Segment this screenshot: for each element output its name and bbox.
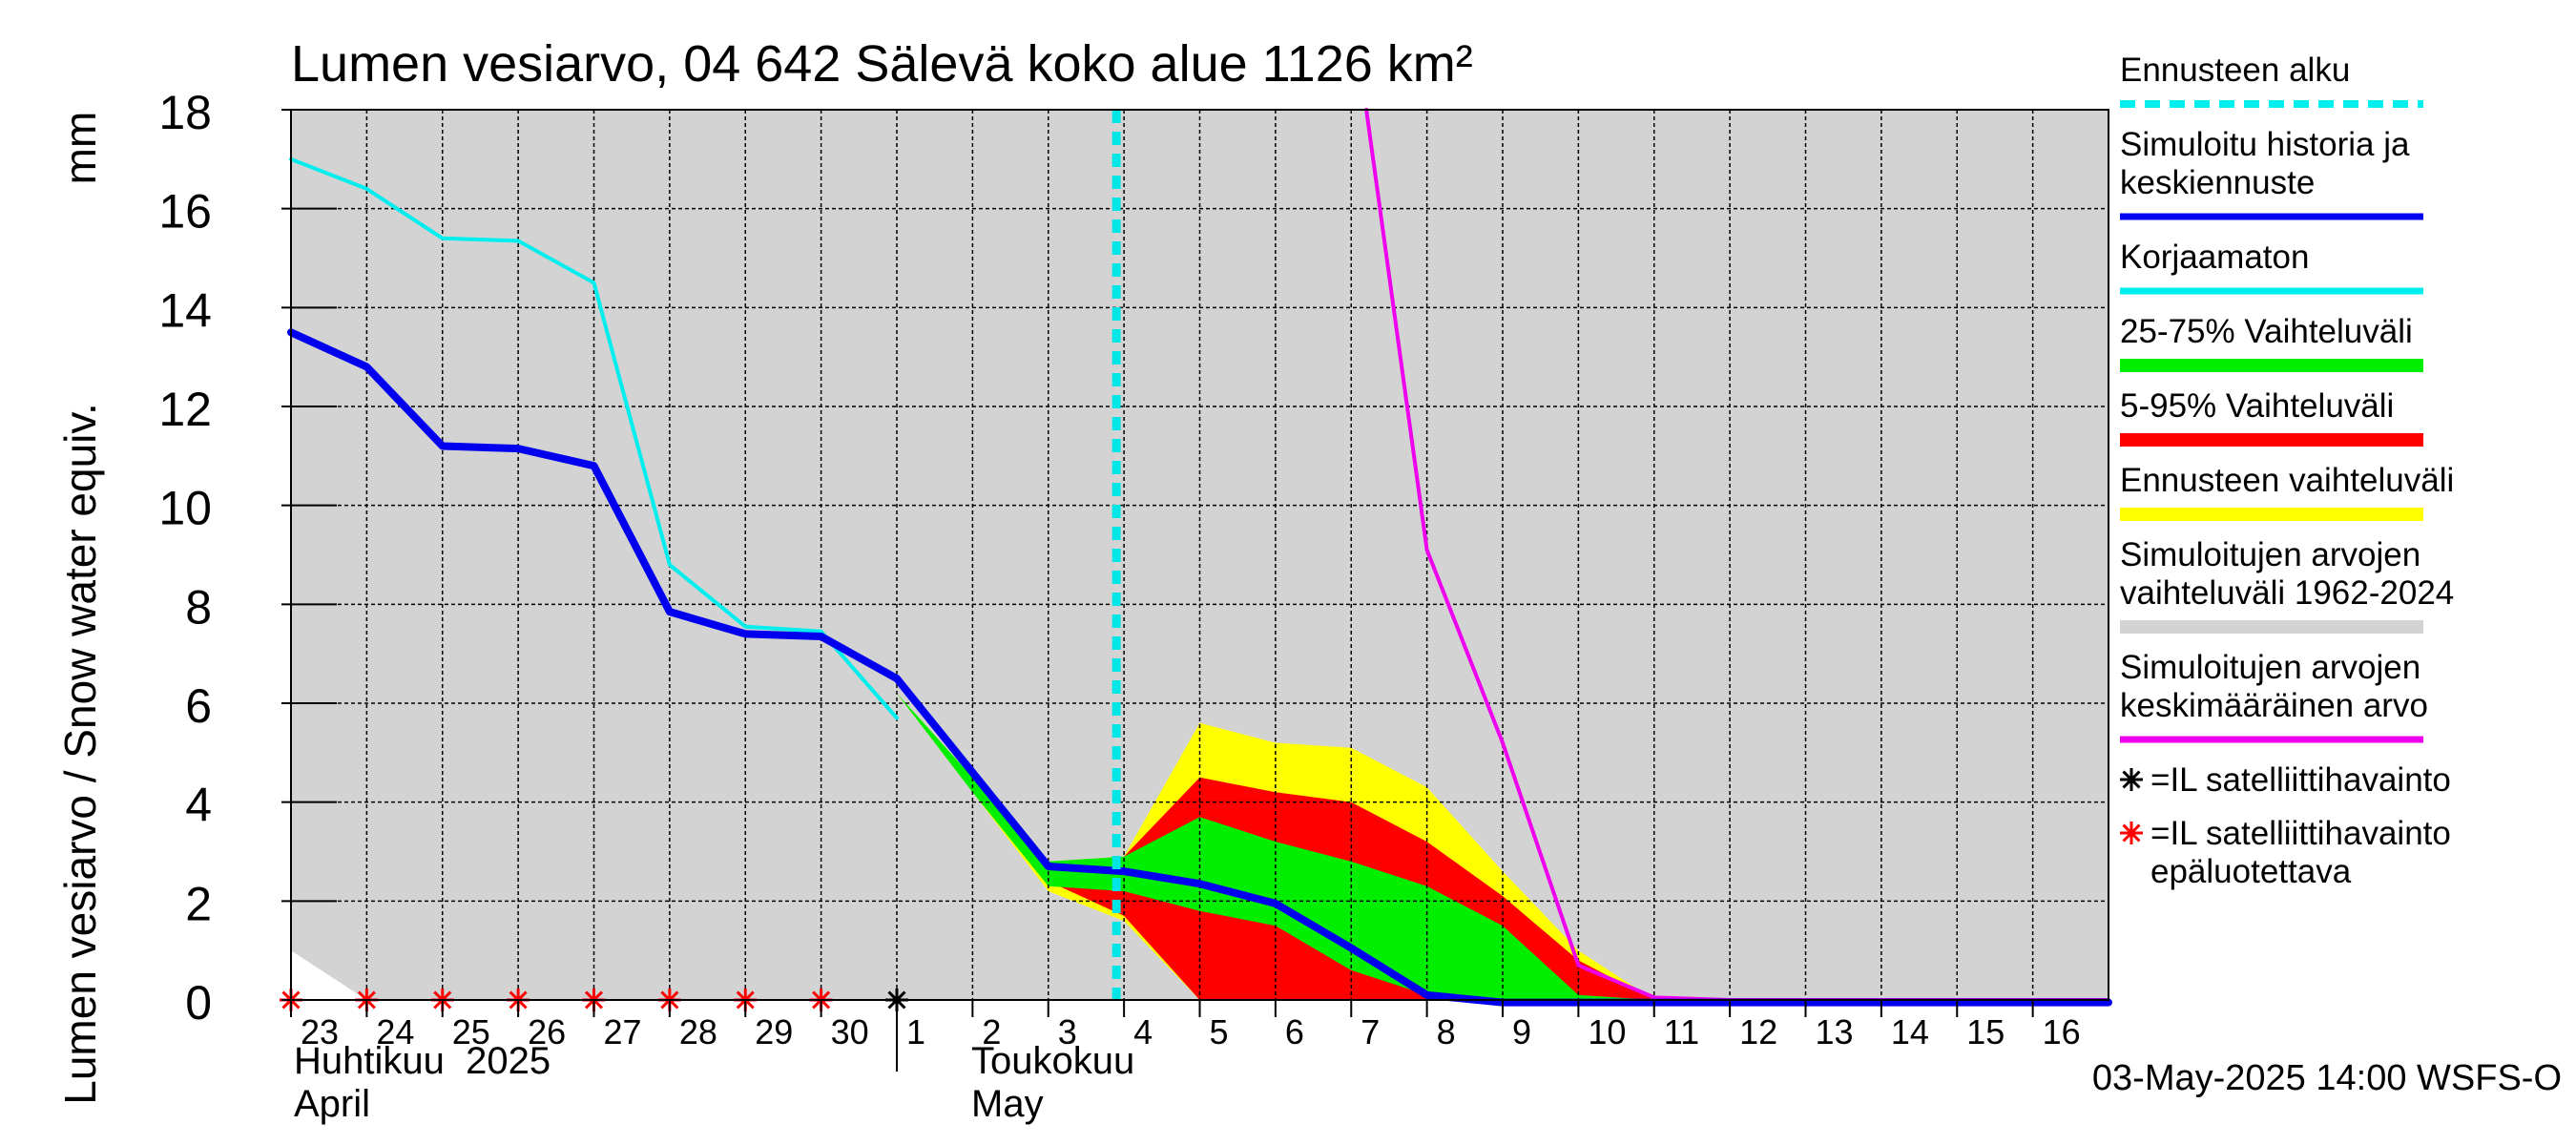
legend-item-25-75-vaihteluv-li: 25-75% Vaihteluväli bbox=[2120, 313, 2423, 372]
x-tick-label: 2 bbox=[982, 1012, 1001, 1051]
legend-marker-icon-stroke bbox=[2122, 770, 2141, 789]
month-label-fi: Toukokuu bbox=[971, 1040, 1134, 1082]
y-tick-label: 12 bbox=[158, 383, 212, 436]
y-axis-unit: mm bbox=[55, 112, 105, 185]
x-tick-label: 28 bbox=[679, 1012, 717, 1051]
month-label-en: May bbox=[971, 1083, 1044, 1125]
x-tick-label: 1 bbox=[906, 1012, 925, 1051]
x-tick-label: 30 bbox=[831, 1012, 869, 1051]
x-tick-label: 14 bbox=[1891, 1012, 1929, 1051]
x-tick-label: 3 bbox=[1058, 1012, 1077, 1051]
x-tick-label: 11 bbox=[1664, 1012, 1699, 1051]
legend-item-ennusteen-vaihteluv-li: Ennusteen vaihteluväli bbox=[2120, 462, 2454, 521]
legend-label: Ennusteen alku bbox=[2120, 52, 2350, 89]
plot-area bbox=[280, 108, 2112, 1011]
x-tick-label: 5 bbox=[1210, 1012, 1229, 1051]
gridlines bbox=[291, 110, 2109, 1000]
y-axis-label: Lumen vesiarvo / Snow water equiv. bbox=[55, 403, 105, 1105]
legend-label: Simuloitu historia ja bbox=[2120, 126, 2410, 163]
y-tick-label: 6 bbox=[185, 679, 212, 733]
legend-label: vaihteluväli 1962-2024 bbox=[2120, 574, 2454, 612]
y-tick-label: 10 bbox=[158, 482, 212, 535]
x-tick-label: 27 bbox=[604, 1012, 642, 1051]
line-simuloitu-historia-ja-keskiennuste bbox=[287, 328, 2112, 1007]
legend-label: keskiennuste bbox=[2120, 164, 2315, 201]
x-tick-label: 24 bbox=[376, 1012, 414, 1051]
x-tick-label: 13 bbox=[1816, 1012, 1854, 1051]
x-tick-label: 8 bbox=[1437, 1012, 1456, 1051]
x-tick-label: 16 bbox=[2043, 1012, 2081, 1051]
footer-timestamp: 03-May-2025 14:00 WSFS-O bbox=[2092, 1058, 2562, 1098]
legend-label: 5-95% Vaihteluväli bbox=[2120, 387, 2394, 425]
legend-marker-icon bbox=[2120, 822, 2143, 844]
x-tick-label: 12 bbox=[1739, 1012, 1777, 1051]
x-tick-label: 7 bbox=[1361, 1012, 1380, 1051]
legend-label: keskimääräinen arvo bbox=[2120, 687, 2428, 724]
legend-label: Simuloitujen arvojen bbox=[2120, 536, 2420, 573]
legend-label: Ennusteen vaihteluväli bbox=[2120, 462, 2454, 499]
x-tick-label: 10 bbox=[1588, 1012, 1626, 1051]
y-tick-label: 0 bbox=[185, 976, 212, 1030]
x-tick-label: 25 bbox=[452, 1012, 490, 1051]
legend-item-il-satelliittihavainto: =IL satelliittihavainto bbox=[2120, 761, 2451, 799]
area-5-95-vaihteluv-li bbox=[897, 693, 2109, 1000]
legend-item-ennusteen-alku: Ennusteen alku bbox=[2120, 52, 2423, 108]
x-tick-label: 29 bbox=[755, 1012, 793, 1051]
x-tick-label: 6 bbox=[1285, 1012, 1304, 1051]
x-tick-label: 9 bbox=[1512, 1012, 1531, 1051]
x-tick-label: 15 bbox=[1966, 1012, 2005, 1051]
x-tick-label: 26 bbox=[528, 1012, 566, 1051]
x-tick-label: 4 bbox=[1133, 1012, 1153, 1051]
y-tick-label: 16 bbox=[158, 185, 212, 239]
line-korjaamaton bbox=[289, 156, 899, 720]
legend-label: epäluotettava bbox=[2150, 853, 2352, 890]
legend-marker-icon bbox=[2120, 768, 2143, 791]
legend-label: =IL satelliittihavainto bbox=[2150, 761, 2451, 799]
month-label-fi: Huhtikuu 2025 bbox=[294, 1040, 551, 1082]
y-tick-label: 14 bbox=[158, 283, 212, 337]
legend-item-5-95-vaihteluv-li: 5-95% Vaihteluväli bbox=[2120, 387, 2423, 447]
y-tick-label: 8 bbox=[185, 580, 212, 634]
legend-label: =IL satelliittihavainto bbox=[2150, 815, 2451, 852]
chart-title: Lumen vesiarvo, 04 642 Sälevä koko alue … bbox=[291, 35, 1473, 93]
legend-label: Korjaamaton bbox=[2120, 239, 2309, 276]
x-tick-label: 23 bbox=[301, 1012, 339, 1051]
legend-label: 25-75% Vaihteluväli bbox=[2120, 313, 2413, 350]
y-tick-label: 4 bbox=[185, 779, 212, 832]
month-label-en: April bbox=[294, 1083, 370, 1125]
y-tick-label: 18 bbox=[158, 86, 212, 139]
y-tick-label: 2 bbox=[185, 877, 212, 930]
legend-marker-icon-stroke bbox=[2122, 823, 2141, 843]
legend-label: Simuloitujen arvojen bbox=[2120, 649, 2420, 686]
legend-item-korjaamaton: Korjaamaton bbox=[2120, 239, 2423, 295]
